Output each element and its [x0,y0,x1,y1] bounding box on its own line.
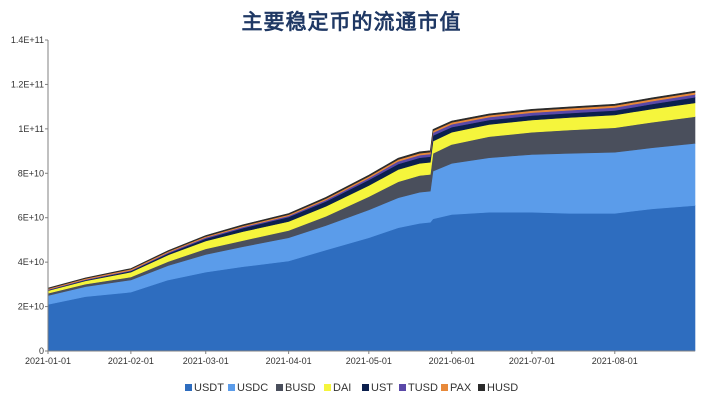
legend-label-tusd: TUSD [408,382,438,394]
area-layers [47,90,696,352]
y-axis-ticks: 0 2E+10 4E+10 6E+10 8E+10 1E+11 1.2E+11 1.4E+11 [11,35,48,356]
x-tick-label: 2021-04-01 [266,356,312,366]
y-tick-label: 0 [39,346,44,356]
x-tick-label: 2021-03-01 [183,356,229,366]
legend-swatch-usdt [185,384,192,391]
chart-title: 主要稳定币的流通市值 [241,10,462,34]
legend-label-usdc: USDC [237,382,268,394]
legend-label-busd: BUSD [285,382,316,394]
y-tick-label: 2E+10 [18,302,44,312]
legend-swatch-usdc [228,384,235,391]
area-series-husd [47,90,696,289]
y-tick-label: 1E+11 [18,124,44,134]
legend-label-dai: DAI [333,382,351,394]
x-axis-ticks: 2021-01-01 2021-02-01 2021-03-01 2021-04-01… [25,351,638,366]
legend-swatch-busd [276,384,283,391]
legend-swatch-tusd [399,384,406,391]
legend-swatch-ust [362,384,369,391]
legend-label-husd: HUSD [487,382,518,394]
legend-swatch-pax [441,384,448,391]
axes [47,40,695,352]
y-tick-label: 1.2E+11 [11,79,44,89]
legend-swatch-dai [324,384,331,391]
y-tick-label: 4E+10 [18,257,44,267]
x-tick-label: 2021-08-01 [592,356,638,366]
legend-label-usdt: USDT [194,382,224,394]
x-tick-label: 2021-06-01 [429,356,475,366]
x-tick-label: 2021-02-01 [108,356,154,366]
legend-swatch-husd [478,384,485,391]
legend-label-ust: UST [371,382,393,394]
legend: USDT USDC BUSD DAI UST TUSD PAX HUSD [185,382,518,394]
legend-label-pax: PAX [450,382,472,394]
y-tick-label: 8E+10 [18,168,44,178]
y-tick-label: 6E+10 [18,213,44,223]
x-tick-label: 2021-05-01 [346,356,392,366]
x-tick-label: 2021-01-01 [25,356,71,366]
y-tick-label: 1.4E+11 [11,35,44,45]
x-tick-label: 2021-07-01 [509,356,555,366]
